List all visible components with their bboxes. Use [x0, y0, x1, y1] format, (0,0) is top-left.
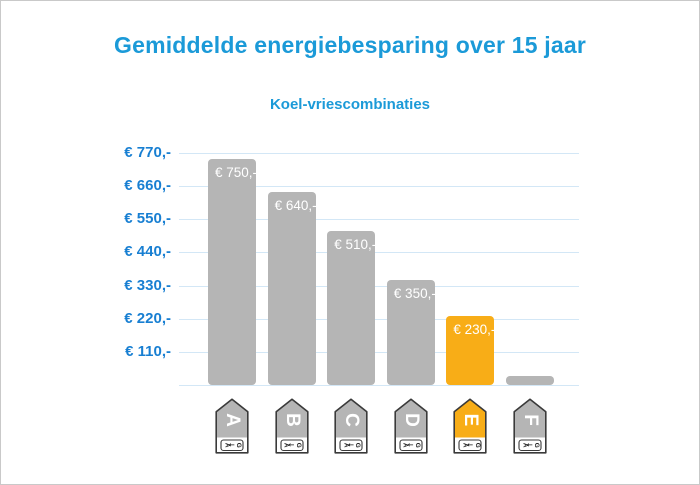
y-axis: € 770,- € 660,- € 550,- € 440,- € 330,- € 220… [61, 1, 171, 484]
left-arrow-icon: ← [348, 440, 354, 449]
energy-arrow-shape-icon [215, 398, 249, 454]
energy-scale-a-to-g: A ← G [342, 440, 362, 449]
bar-value-label: € 510,- [334, 237, 377, 253]
energy-class-letter: B [281, 413, 303, 427]
left-arrow-icon: ← [407, 440, 414, 449]
plot-area: € 750,- € 640,- € 510,- € 350,- € 230,- [179, 153, 579, 386]
bar-value-label: € 350,- [393, 285, 436, 301]
y-tick-label: € 440,- [124, 243, 171, 261]
energy-label-icon-e: E A ← G [453, 398, 487, 454]
energy-label-icon-f: F A ← G [513, 398, 547, 454]
left-arrow-icon: ← [526, 440, 533, 449]
gridline [179, 186, 579, 188]
y-tick-label: € 220,- [124, 309, 171, 327]
left-arrow-icon: ← [467, 440, 474, 449]
energy-arrow-shape-icon [334, 398, 368, 454]
bar-value-label: € 750,- [215, 165, 258, 181]
chart-title: Gemiddelde energiebesparing over 15 jaar [113, 32, 587, 58]
energy-arrow-shape-icon [274, 398, 309, 454]
energy-arrow-shape-icon [453, 398, 487, 454]
gridline [179, 252, 579, 254]
left-arrow-icon: ← [228, 440, 235, 449]
left-arrow-icon: ← [288, 440, 295, 449]
gridline [179, 285, 579, 287]
energy-class-letter: D [400, 413, 422, 427]
energy-class-letter: F [520, 414, 541, 426]
energy-arrow-shape-icon [513, 398, 547, 454]
energy-class-letter: C [341, 413, 363, 427]
gridline [179, 351, 579, 353]
bar-c: € 510,- [327, 231, 377, 385]
energy-scale-a-to-g: A ← G [223, 440, 243, 449]
energy-label-icon-c: C A ← G [334, 398, 368, 454]
gridline [179, 385, 579, 386]
energy-class-letter: A [222, 413, 243, 427]
energy-class-letter: E [460, 413, 482, 427]
y-tick-label: € 770,- [124, 144, 171, 161]
energy-scale-a-to-g: A ← G [521, 440, 541, 449]
y-tick-label: € 550,- [124, 210, 171, 228]
gridline [179, 153, 579, 154]
energy-label-icon-d: D A ← G [394, 398, 428, 454]
energy-scale-a-to-g: A ← G [461, 440, 481, 449]
y-tick-label: € 110,- [125, 342, 171, 360]
bar-e: € 230,- [446, 315, 496, 385]
bar-a: € 750,- [208, 159, 258, 385]
x-axis-icons: A A ← G B A ← G C A ← G D A ← G E A ← G F A ← G [1, 398, 699, 458]
bar-b: € 640,- [267, 192, 317, 385]
energy-scale-a-to-g: A ← G [402, 440, 421, 449]
energy-arrow-shape-icon [394, 398, 428, 454]
bar-f [506, 375, 554, 385]
energy-label-icon-a: A A ← G [215, 398, 249, 454]
bar-d: € 350,- [386, 279, 436, 385]
y-tick-label: € 330,- [124, 276, 171, 294]
y-tick-label: € 660,- [124, 177, 171, 195]
gridline [179, 318, 579, 320]
chart-subtitle: Koel-vriescombinaties [269, 96, 431, 113]
gridline [179, 219, 579, 221]
energy-scale-a-to-g: A ← G [282, 440, 302, 449]
energy-label-icon-b: B A ← G [274, 398, 309, 454]
bar-value-label: € 640,- [274, 198, 317, 214]
bar-value-label: € 230,- [453, 321, 496, 337]
